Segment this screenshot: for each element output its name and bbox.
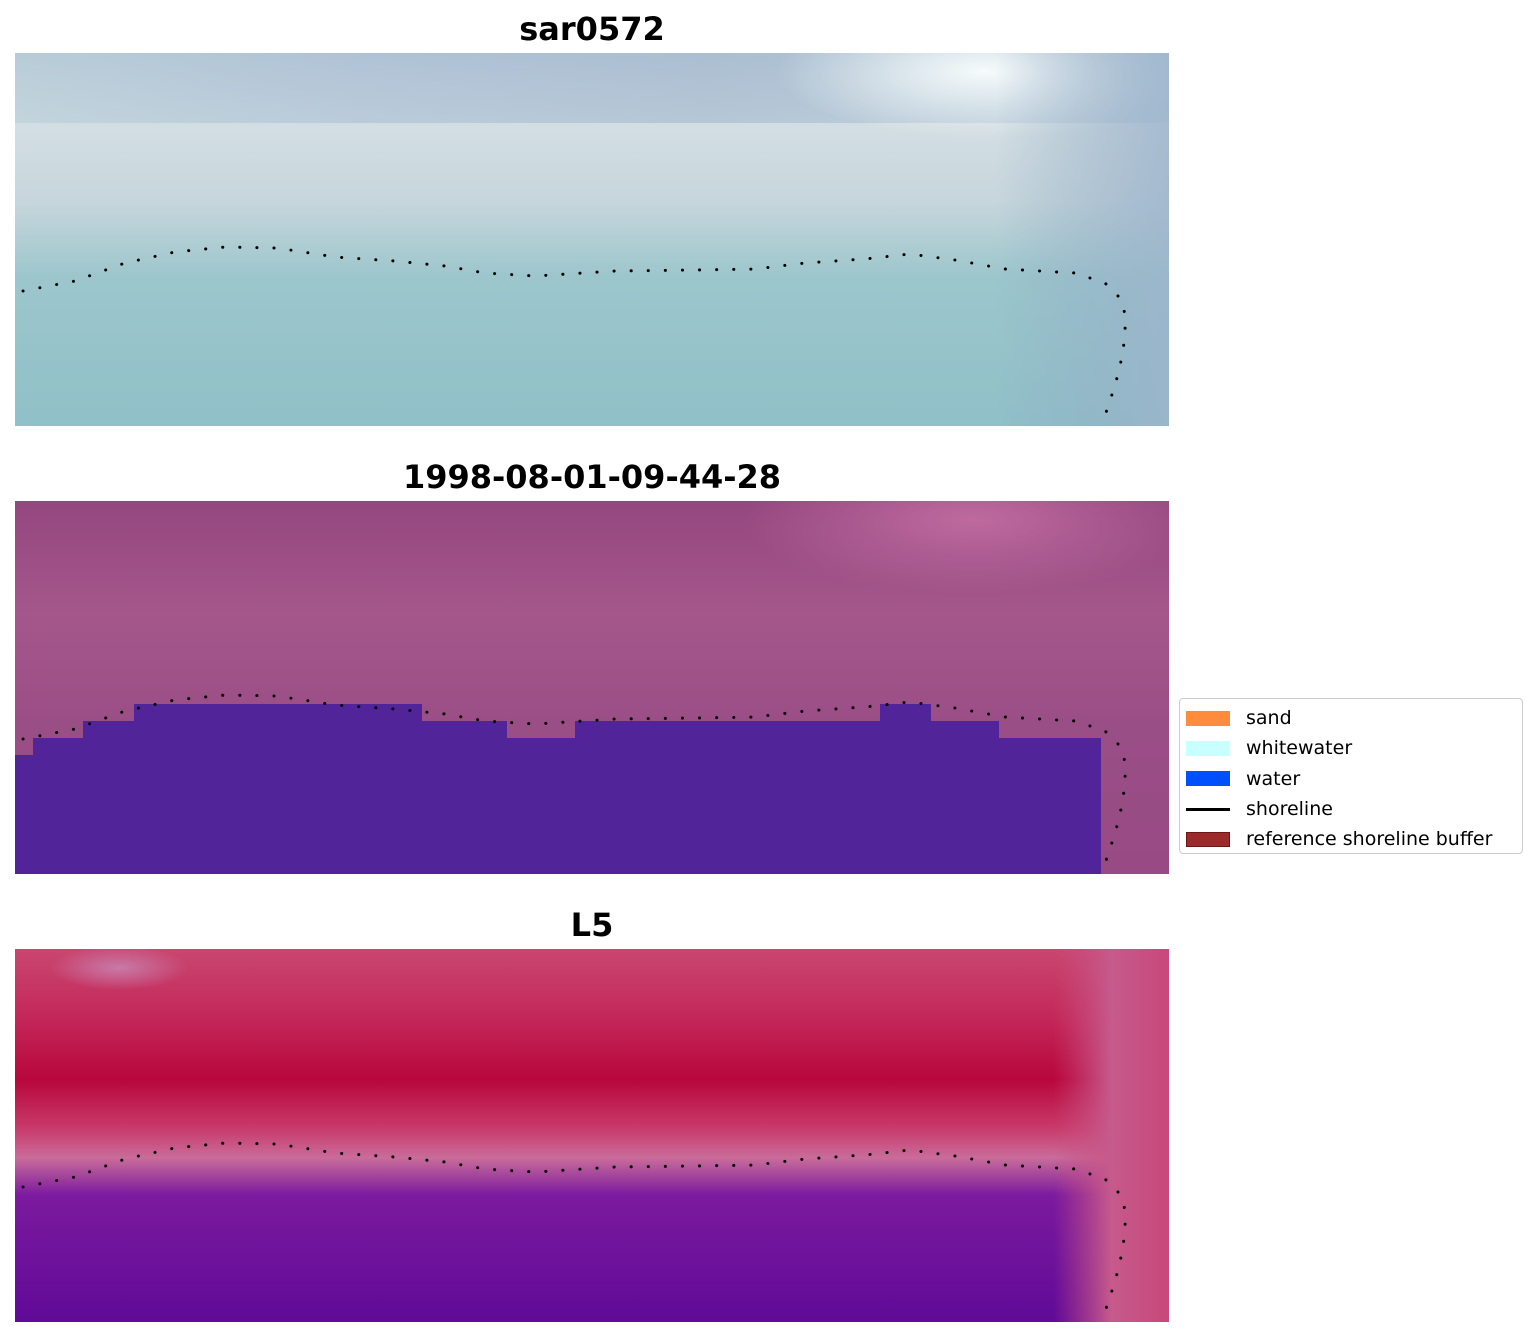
water-class-region xyxy=(15,704,1101,874)
index-image-panel xyxy=(15,949,1169,1322)
legend-item-water: water xyxy=(1186,764,1522,794)
legend-label: water xyxy=(1246,767,1301,790)
legend-label: shoreline xyxy=(1246,798,1333,821)
panel-title-rgb: sar0572 xyxy=(519,10,665,48)
index-image xyxy=(15,949,1169,1322)
water-swatch xyxy=(1186,771,1230,787)
legend-item-shoreline: shoreline xyxy=(1186,794,1522,824)
whitewater-swatch xyxy=(1186,740,1230,756)
rgb-image xyxy=(15,53,1169,426)
panel-title-classified: 1998-08-01-09-44-28 xyxy=(402,458,782,496)
shoreline-path-index xyxy=(21,1141,1128,1317)
legend-item-reference-buffer: reference shoreline buffer xyxy=(1186,824,1522,854)
classified-image xyxy=(15,501,1169,874)
classified-image-panel xyxy=(15,501,1169,874)
rgb-image-panel xyxy=(15,53,1169,426)
legend-item-sand: sand xyxy=(1186,703,1522,733)
legend-label: sand xyxy=(1246,707,1292,730)
legend-label: reference shoreline buffer xyxy=(1246,828,1493,851)
sand-swatch xyxy=(1186,710,1230,726)
legend-label: whitewater xyxy=(1246,737,1353,760)
shoreline-line-swatch xyxy=(1186,807,1230,811)
shoreline-path-classified xyxy=(21,693,1128,869)
legend-item-whitewater: whitewater xyxy=(1186,733,1522,763)
legend: sand whitewater water shoreline referenc… xyxy=(1179,698,1523,854)
shoreline-path-rgb xyxy=(21,245,1128,421)
panel-title-index: L5 xyxy=(570,906,614,944)
reference-buffer-swatch xyxy=(1186,831,1230,847)
